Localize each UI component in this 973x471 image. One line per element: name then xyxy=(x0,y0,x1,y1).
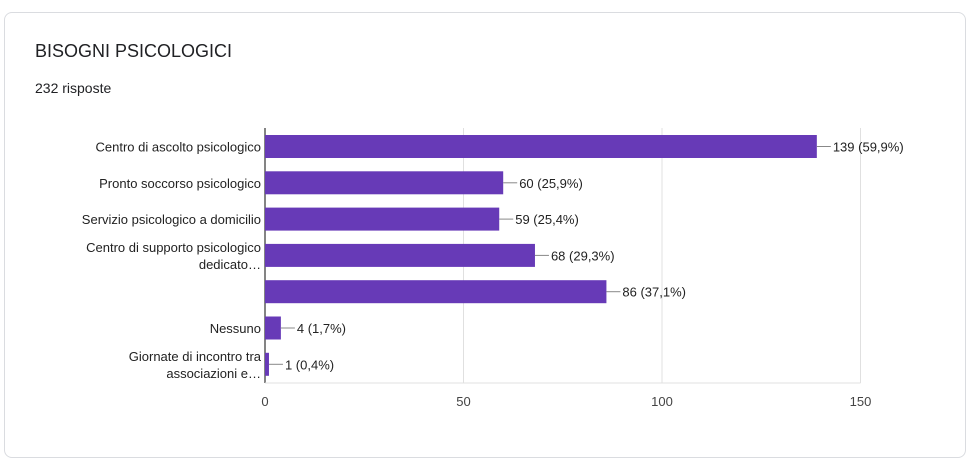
bar xyxy=(265,316,281,340)
category-label: Nessuno xyxy=(210,321,261,336)
data-label: 68 (29,3%) xyxy=(551,248,615,263)
data-label: 59 (25,4%) xyxy=(515,212,579,227)
data-label: 86 (37,1%) xyxy=(622,285,686,300)
x-tick-label: 100 xyxy=(651,394,673,409)
category-label: Servizio psicologico a domicilio xyxy=(82,212,261,227)
bar xyxy=(265,352,269,376)
data-label: 139 (59,9%) xyxy=(833,140,904,155)
category-label: associazioni e… xyxy=(166,366,261,381)
bar xyxy=(265,135,817,158)
chart-title: BISOGNI PSICOLOGICI xyxy=(35,41,233,61)
category-label: Centro di supporto psicologico xyxy=(86,240,261,255)
chart-card xyxy=(4,12,966,458)
category-label: Pronto soccorso psicologico xyxy=(99,176,261,191)
data-label: 4 (1,7%) xyxy=(297,321,346,336)
bar xyxy=(265,207,500,231)
data-label: 1 (0,4%) xyxy=(285,357,334,372)
category-label: dedicato… xyxy=(199,257,261,272)
category-label: Giornate di incontro tra xyxy=(129,349,262,364)
bar xyxy=(265,243,535,267)
x-tick-label: 50 xyxy=(456,394,470,409)
category-label: Centro di ascolto psicologico xyxy=(96,140,261,155)
bar xyxy=(265,280,607,304)
x-tick-label: 150 xyxy=(850,394,872,409)
x-tick-label: 0 xyxy=(261,394,268,409)
bar xyxy=(265,171,504,195)
data-label: 60 (25,9%) xyxy=(519,176,583,191)
response-count: 232 risposte xyxy=(35,80,112,96)
